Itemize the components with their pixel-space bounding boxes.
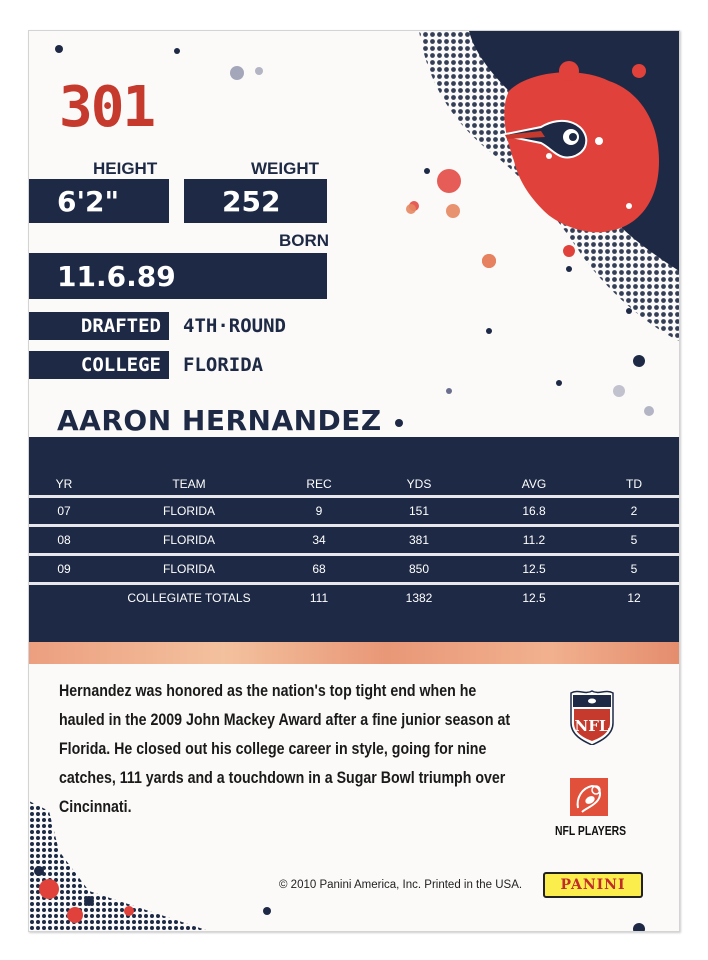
weight-label: WEIGHT <box>251 159 319 178</box>
cell-team: FLORIDA <box>99 524 279 555</box>
cell-avg: 12.5 <box>479 582 589 611</box>
col-yr: YR <box>55 477 73 491</box>
stats-row: 07 FLORIDA 9 151 16.8 2 <box>29 495 679 526</box>
col-avg: AVG <box>521 477 547 491</box>
paint-splash-decoration <box>409 31 679 341</box>
player-name: AARON HERNANDEZ <box>57 404 382 437</box>
drafted-value: 4TH·ROUND <box>183 315 286 337</box>
cell-team: FLORIDA <box>99 553 279 584</box>
col-td: TD <box>626 477 642 491</box>
stats-table: YR TEAM REC YDS AVG TD 07 FLORIDA 9 151 … <box>29 473 679 611</box>
weight-value: 252 <box>184 179 327 223</box>
stats-header-row: YR TEAM REC YDS AVG TD <box>29 473 679 497</box>
cell-team: FLORIDA <box>99 495 279 526</box>
cell-avg: 12.5 <box>479 553 589 584</box>
born-value: 11.6.89 <box>29 253 327 299</box>
cell-yds: 151 <box>359 495 479 526</box>
cell-yr <box>29 582 99 611</box>
cell-rec: 9 <box>279 495 359 526</box>
cell-avg: 11.2 <box>479 524 589 555</box>
stats-row: 08 FLORIDA 34 381 11.2 5 <box>29 524 679 555</box>
nfl-shield-icon: NFL <box>570 690 614 745</box>
svg-text:NFL: NFL <box>575 717 610 735</box>
col-yds: YDS <box>406 477 432 491</box>
height-value: 6'2" <box>29 179 169 223</box>
height-label: HEIGHT <box>93 159 158 178</box>
cell-td: 5 <box>589 553 679 584</box>
cell-avg: 16.8 <box>479 495 589 526</box>
patriots-logo-icon <box>501 119 588 159</box>
cell-yr: 09 <box>29 553 99 584</box>
trading-card-back: 301 HEIGHT 6'2" WEIGHT 252 BORN 11.6.89 … <box>28 30 680 932</box>
cell-yds: 850 <box>359 553 479 584</box>
nfl-players-icon <box>570 778 608 816</box>
cell-yds: 381 <box>359 524 479 555</box>
drafted-label: DRAFTED <box>29 312 169 340</box>
nfl-players-label: NFL PLAYERS <box>555 823 627 838</box>
bio-text: Hernandez was honored as the nation's to… <box>59 682 511 816</box>
cell-rec: 111 <box>279 582 359 611</box>
stats-totals-row: COLLEGIATE TOTALS 111 1382 12.5 12 <box>29 582 679 611</box>
cell-yr: 08 <box>29 524 99 555</box>
cell-td: 12 <box>589 582 679 611</box>
cell-yr: 07 <box>29 495 99 526</box>
cell-totals-label: COLLEGIATE TOTALS <box>99 582 279 611</box>
cell-td: 5 <box>589 524 679 555</box>
col-team: TEAM <box>172 477 206 491</box>
card-number: 301 <box>59 75 156 140</box>
cell-rec: 68 <box>279 553 359 584</box>
panini-logo: PANINI <box>543 872 643 898</box>
stats-panel: YR TEAM REC YDS AVG TD 07 FLORIDA 9 151 … <box>29 437 679 642</box>
ink-splatter-decoration <box>29 45 654 931</box>
orange-paint-band <box>29 642 679 664</box>
cell-yds: 1382 <box>359 582 479 611</box>
col-rec: REC <box>306 477 332 491</box>
copyright-text: © 2010 Panini America, Inc. Printed in t… <box>279 879 523 891</box>
cell-td: 2 <box>589 495 679 526</box>
stats-row: 09 FLORIDA 68 850 12.5 5 <box>29 553 679 584</box>
born-label: BORN <box>279 231 330 250</box>
college-label: COLLEGE <box>29 351 169 379</box>
college-value: FLORIDA <box>183 354 264 376</box>
cell-rec: 34 <box>279 524 359 555</box>
